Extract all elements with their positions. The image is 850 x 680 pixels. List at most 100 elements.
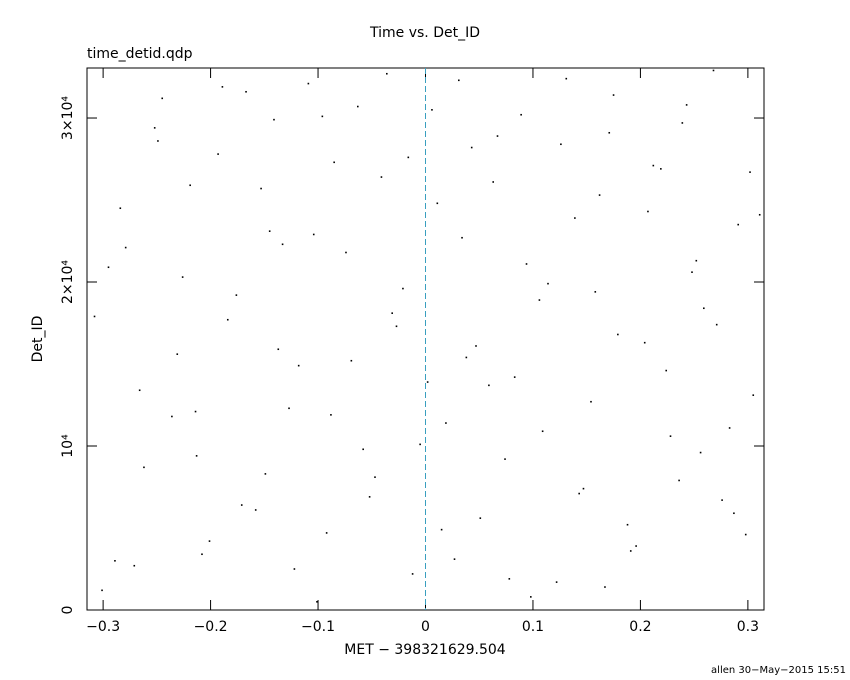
point <box>669 435 672 437</box>
point <box>195 455 198 457</box>
point <box>699 451 702 454</box>
point <box>445 422 447 424</box>
point <box>715 323 718 326</box>
point <box>217 153 219 155</box>
x-tick-label: 0.2 <box>629 619 651 635</box>
point <box>598 194 601 196</box>
x-tick-label: −0.1 <box>301 619 335 635</box>
point <box>264 473 267 475</box>
point <box>475 345 477 347</box>
point <box>678 479 680 482</box>
point <box>525 263 528 265</box>
chart-title: Time vs. Det_ID <box>369 25 480 41</box>
point <box>138 389 141 392</box>
point <box>547 282 549 285</box>
point <box>407 156 410 159</box>
point <box>386 72 388 75</box>
point <box>153 127 156 129</box>
point <box>181 276 184 278</box>
point <box>496 135 499 137</box>
point <box>124 246 127 249</box>
point <box>273 118 275 121</box>
y-tick-label: 0 <box>60 606 76 615</box>
point <box>440 528 443 531</box>
point <box>293 568 296 570</box>
point <box>626 523 629 526</box>
point <box>101 589 103 592</box>
point <box>513 376 516 378</box>
x-tick-label: −0.3 <box>86 619 120 635</box>
point <box>749 171 751 173</box>
point <box>411 573 414 575</box>
point <box>201 553 203 556</box>
point <box>582 487 585 490</box>
point <box>419 443 421 446</box>
x-axis-label: MET − 398321629.504 <box>344 642 506 658</box>
point <box>758 213 761 216</box>
point <box>362 448 364 451</box>
point <box>508 578 511 580</box>
point <box>695 259 698 262</box>
point <box>555 581 558 583</box>
point <box>260 187 262 190</box>
point <box>194 410 197 413</box>
point <box>578 492 580 495</box>
point <box>660 168 662 170</box>
point <box>161 97 164 100</box>
point <box>316 601 318 603</box>
point <box>114 560 116 562</box>
point <box>541 430 544 433</box>
point <box>453 558 456 560</box>
point <box>176 353 179 355</box>
point <box>350 359 353 362</box>
point <box>565 77 568 80</box>
point <box>665 369 668 372</box>
point <box>458 79 460 82</box>
point <box>254 509 257 511</box>
point <box>643 341 646 344</box>
point <box>608 131 611 134</box>
point <box>221 86 224 88</box>
point <box>431 109 433 111</box>
point <box>281 243 284 246</box>
point <box>157 140 159 142</box>
x-tick-label: 0.3 <box>737 619 759 635</box>
point <box>530 596 532 598</box>
point <box>333 161 335 164</box>
point <box>321 115 324 118</box>
point <box>733 512 735 515</box>
point <box>368 496 371 498</box>
point <box>395 325 398 328</box>
point <box>590 400 592 403</box>
point <box>479 517 482 519</box>
point <box>560 143 562 146</box>
point <box>235 294 238 296</box>
y-axis-label: Det_ID <box>30 316 46 363</box>
point <box>189 184 191 187</box>
point <box>520 113 522 116</box>
point <box>492 181 494 183</box>
point <box>391 312 393 314</box>
point <box>107 266 110 269</box>
point <box>345 251 347 254</box>
point <box>325 532 328 534</box>
footer: allen 30−May−2015 15:51 <box>711 665 846 676</box>
point <box>245 90 247 93</box>
point <box>426 381 429 383</box>
point <box>470 146 473 149</box>
point <box>538 299 541 301</box>
point <box>307 82 310 85</box>
point <box>617 333 619 336</box>
point <box>703 307 705 310</box>
point <box>277 348 280 351</box>
point <box>681 122 684 124</box>
point <box>208 540 211 542</box>
point <box>574 217 576 219</box>
point <box>436 202 439 205</box>
point <box>119 207 122 210</box>
point <box>297 364 300 367</box>
point <box>594 291 597 293</box>
point <box>380 176 383 178</box>
point <box>171 415 173 418</box>
